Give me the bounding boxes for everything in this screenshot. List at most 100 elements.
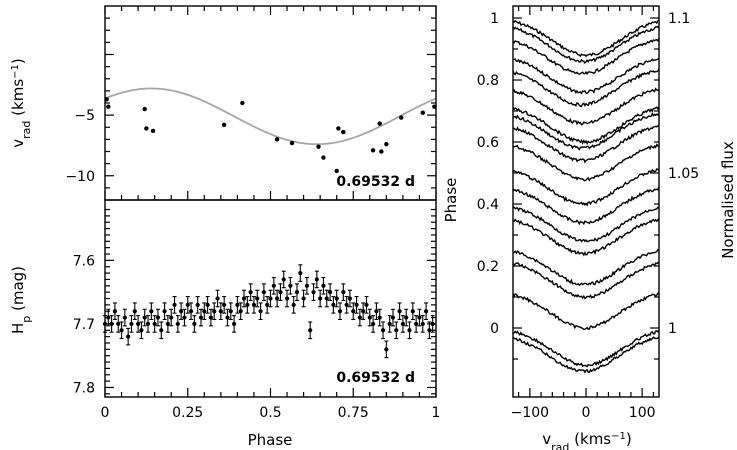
- hp-data-point: [155, 315, 161, 320]
- rv-data-point: [106, 104, 111, 109]
- hp-data-point: [126, 334, 131, 339]
- hp-data-point: [400, 321, 405, 327]
- line-profile: [512, 106, 660, 145]
- hp-data-point: [423, 309, 429, 314]
- hp-data-point: [288, 283, 293, 288]
- hp-data-point: [271, 283, 276, 288]
- hp-data-point: [364, 302, 369, 307]
- rv-data-point: [289, 140, 295, 146]
- rv-data-point: [316, 144, 321, 149]
- phase-axis-label: Phase: [248, 431, 293, 449]
- line-profile: [512, 112, 660, 151]
- hp-data-point: [337, 309, 343, 314]
- hp-data-point: [116, 321, 121, 327]
- hp-data-point: [258, 309, 263, 314]
- hp-data-point: [281, 277, 286, 282]
- hp-data-point: [420, 321, 425, 327]
- rv-data-point: [221, 122, 227, 128]
- rv-y-tick-label: −5: [74, 108, 95, 124]
- phase-y-tick-label: 1: [490, 11, 499, 27]
- rv-data-point: [144, 126, 149, 131]
- hp-plot-frame: [104, 199, 437, 398]
- rv-data-point: [379, 149, 384, 154]
- profile-plot-frame: [512, 5, 660, 398]
- rv-data-point: [370, 148, 376, 153]
- rv-data-point: [142, 106, 147, 112]
- hp-data-point: [397, 309, 402, 314]
- hp-data-point: [208, 315, 214, 320]
- photometry-period-annotation: 0.69532 d: [336, 370, 415, 386]
- hp-data-point: [344, 302, 349, 307]
- phase-y-tick-label: 0.2: [477, 259, 499, 275]
- line-profile: [512, 87, 660, 126]
- hp-data-point: [215, 296, 220, 301]
- hp-data-point: [235, 302, 240, 307]
- hp-data-point: [268, 296, 273, 301]
- line-profile: [512, 186, 660, 226]
- hp-data-point: [238, 309, 243, 314]
- hp-data-point: [255, 296, 260, 301]
- hp-data-point: [384, 347, 389, 352]
- hp-data-point: [301, 296, 306, 301]
- rv-data-point: [341, 129, 346, 135]
- hp-data-point: [231, 321, 237, 327]
- hp-data-point: [139, 328, 144, 333]
- hp-y-tick-label: 7.7: [73, 317, 95, 333]
- hp-data-point: [324, 296, 329, 301]
- hp-data-point: [175, 321, 180, 327]
- rv-data-point: [150, 128, 156, 134]
- phase-x-tick-label: 0.5: [259, 405, 281, 421]
- flux-y-tick-label: 1: [668, 321, 677, 337]
- rv-data-point: [336, 126, 341, 131]
- hp-data-point: [354, 302, 359, 307]
- line-profile: [512, 57, 660, 95]
- phase-x-tick-label: 0.25: [172, 405, 203, 421]
- hp-data-point: [222, 302, 227, 307]
- phase-x-tick-label: 1: [432, 405, 441, 421]
- line-profile: [512, 292, 659, 331]
- hp-data-point: [291, 302, 296, 307]
- hp-data-point: [371, 321, 376, 327]
- hp-data-point: [112, 309, 118, 314]
- rv-data-point: [334, 168, 339, 174]
- hp-y-tick-label: 7.6: [73, 253, 95, 269]
- hp-data-point: [410, 309, 415, 314]
- hp-data-point: [159, 328, 164, 333]
- hp-data-point: [417, 315, 422, 320]
- photometry-panel: 7.6 7.7 7.8 0 0.25 0.5 0.75 1 Hp (mag): [9, 199, 441, 421]
- vrad-x-tick-label: −100: [511, 405, 549, 421]
- hp-data-point: [351, 309, 356, 314]
- rv-data-point: [399, 115, 404, 120]
- hp-data-point: [149, 309, 154, 314]
- rv-y-tick-label: −10: [65, 169, 95, 185]
- rv-y-axis-label: vrad (kms−1): [9, 58, 33, 147]
- rv-panel: −5 −10 vrad (kms−1): [9, 5, 437, 201]
- hp-data-point: [327, 290, 333, 295]
- hp-data-point: [374, 309, 379, 314]
- hp-data-point: [162, 309, 167, 314]
- flux-y-axis-label: Normalised flux: [719, 141, 737, 259]
- hp-data-point: [341, 290, 346, 295]
- hp-data-point: [311, 290, 316, 295]
- hp-data-point: [331, 302, 336, 307]
- hp-data-point: [119, 328, 124, 333]
- hp-data-point: [278, 290, 283, 295]
- flux-y-tick-label: 1.05: [668, 166, 699, 182]
- hp-data-point: [308, 328, 313, 333]
- hp-data-point: [192, 321, 197, 327]
- hp-data-point: [357, 315, 362, 320]
- hp-data-point: [367, 315, 372, 320]
- hp-data-point: [165, 321, 170, 327]
- vrad-x-tick-label: 100: [629, 405, 656, 421]
- vrad-x-axis-label: vrad (kms−1): [542, 430, 631, 450]
- hp-data-point: [298, 270, 303, 276]
- hp-data-point: [142, 315, 147, 320]
- rv-plot-frame: [104, 5, 437, 201]
- line-profile: [512, 25, 660, 64]
- line-profile: [512, 38, 660, 76]
- rv-data-point: [377, 121, 382, 126]
- line-profile: [512, 167, 660, 207]
- hp-data-point: [212, 309, 217, 314]
- flux-y-tick-label: 1.1: [668, 11, 690, 27]
